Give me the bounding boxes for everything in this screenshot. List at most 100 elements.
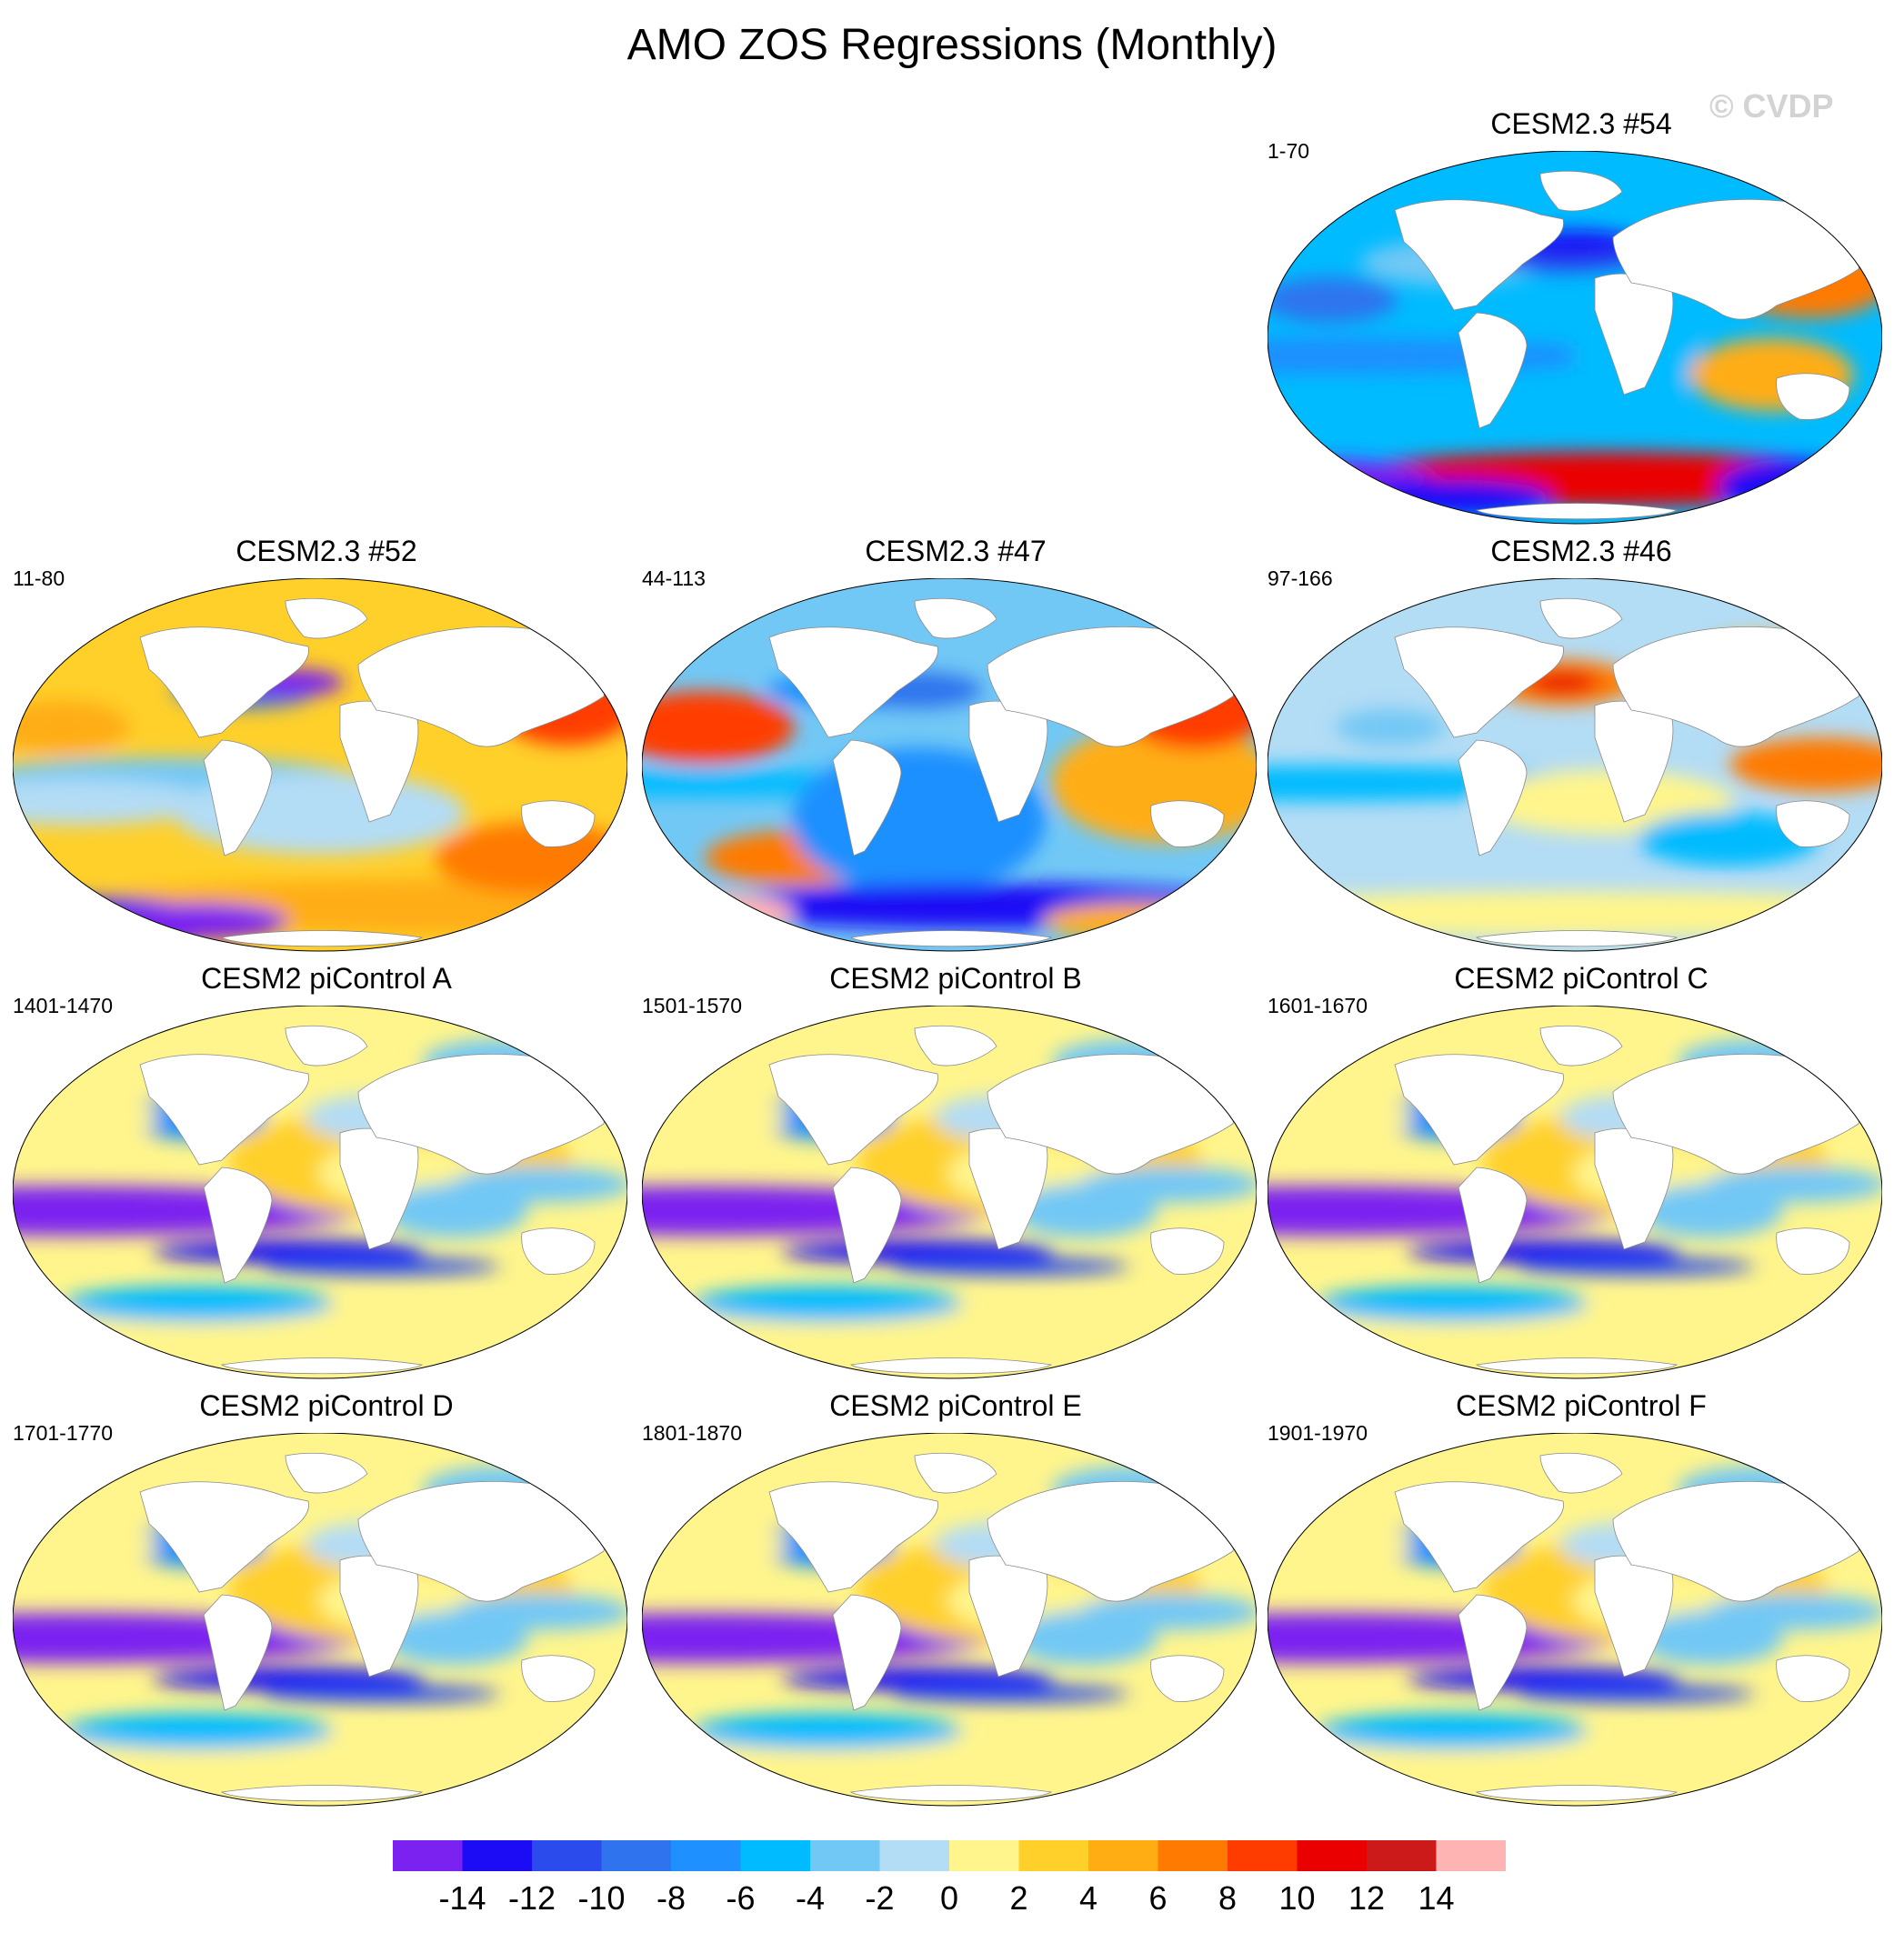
colorbar-tick-label: 0 bbox=[940, 1879, 958, 1917]
map-border bbox=[1268, 1006, 1882, 1379]
anomaly-region bbox=[642, 1306, 1257, 1361]
land-mass bbox=[139, 1054, 309, 1166]
colorbar-box bbox=[393, 1840, 463, 1871]
land-mass bbox=[1475, 930, 1679, 947]
colorbar-box bbox=[601, 1840, 671, 1871]
colorbar-tick-label: -8 bbox=[656, 1879, 686, 1917]
panel-title: CESM2.3 #47 bbox=[865, 535, 1047, 567]
map-panel: CESM2 piControl E 1801-1870 bbox=[642, 1389, 1269, 1808]
land-mass bbox=[1776, 800, 1850, 847]
anomaly-region bbox=[1268, 1733, 1882, 1788]
panel-years: 1501-1570 bbox=[642, 994, 742, 1017]
land-mass bbox=[987, 1054, 1235, 1175]
map-panel: CESM2 piControl A 1401-1470 bbox=[13, 962, 640, 1380]
map-border bbox=[1268, 578, 1882, 952]
anomaly-region bbox=[1315, 1713, 1588, 1749]
map-svg bbox=[13, 578, 627, 952]
land-mass bbox=[1776, 373, 1850, 420]
land-mass bbox=[1394, 199, 1564, 311]
anomaly-region bbox=[14, 1527, 160, 1563]
map-border bbox=[642, 1433, 1257, 1807]
map-panel: CESM2.3 #54 1-70 bbox=[1268, 107, 1895, 526]
anomaly-region bbox=[60, 1713, 334, 1749]
map-border bbox=[642, 578, 1257, 952]
land-mass bbox=[1475, 1357, 1679, 1375]
land-mass bbox=[521, 800, 596, 847]
colorbar-tick-label: 10 bbox=[1278, 1879, 1315, 1917]
colorbar-tick-label: 4 bbox=[1079, 1879, 1097, 1917]
land-mass bbox=[1458, 1167, 1528, 1284]
panel-years: 1-70 bbox=[1268, 139, 1310, 163]
colorbar-box bbox=[1297, 1840, 1367, 1871]
anomaly-region bbox=[1079, 1593, 1257, 1630]
anomaly-region bbox=[1268, 1306, 1882, 1361]
land-mass bbox=[203, 1167, 273, 1284]
panel-years: 1901-1970 bbox=[1268, 1421, 1368, 1445]
colorbar-box bbox=[1228, 1840, 1298, 1871]
land-mass bbox=[203, 1594, 273, 1711]
colorbar-box bbox=[879, 1840, 949, 1871]
map-svg bbox=[642, 1433, 1257, 1807]
land-mass bbox=[832, 739, 902, 856]
map-panel: CESM2.3 #46 97-166 bbox=[1268, 535, 1895, 953]
land-mass bbox=[1612, 199, 1860, 320]
map-border bbox=[1268, 1433, 1882, 1807]
map-svg bbox=[1268, 578, 1882, 952]
colorbar-box bbox=[462, 1840, 532, 1871]
map-panel: CESM2.3 #47 44-113 bbox=[642, 535, 1269, 953]
anomaly-region bbox=[1526, 671, 1599, 695]
colorbar-box bbox=[949, 1840, 1019, 1871]
land-mass bbox=[220, 1357, 424, 1375]
land-mass bbox=[357, 1054, 606, 1175]
panel-title: CESM2 piControl E bbox=[829, 1389, 1082, 1422]
map-svg bbox=[642, 1006, 1257, 1379]
panel-years: 1801-1870 bbox=[642, 1421, 742, 1445]
anomaly-region bbox=[450, 1166, 627, 1203]
map-panel: CESM2 piControl F 1901-1970 bbox=[1268, 1389, 1895, 1808]
land-mass bbox=[1458, 1594, 1528, 1711]
anomaly-region bbox=[1705, 1166, 1882, 1203]
anomaly-region bbox=[1518, 1257, 1755, 1276]
land-mass bbox=[220, 1785, 424, 1802]
colorbar-tick-label: 6 bbox=[1148, 1879, 1167, 1917]
panel-years: 97-166 bbox=[1268, 566, 1333, 590]
anomaly-region bbox=[643, 1099, 789, 1136]
land-mass bbox=[987, 626, 1235, 747]
land-mass bbox=[203, 739, 273, 856]
panel-title: CESM2 piControl D bbox=[199, 1389, 454, 1422]
panel-title: CESM2 piControl F bbox=[1456, 1389, 1707, 1422]
anomaly-region bbox=[1268, 1527, 1415, 1563]
land-mass bbox=[285, 1452, 368, 1494]
panel-title: CESM2 piControl B bbox=[829, 962, 1082, 995]
anomaly-region bbox=[892, 1257, 1129, 1276]
map-panel: CESM2 piControl C 1601-1670 bbox=[1268, 962, 1895, 1380]
land-mass bbox=[1150, 1227, 1225, 1275]
panel-years: 1601-1670 bbox=[1268, 994, 1368, 1017]
anomaly-region bbox=[14, 1099, 160, 1136]
anomaly-region bbox=[13, 779, 211, 825]
land-mass bbox=[1458, 739, 1528, 856]
land-mass bbox=[914, 1025, 997, 1067]
colorbar-box bbox=[1367, 1840, 1437, 1871]
land-mass bbox=[1458, 312, 1528, 429]
panel-title: CESM2.3 #54 bbox=[1490, 107, 1672, 140]
panel-years: 11-80 bbox=[13, 566, 65, 590]
anomaly-region bbox=[1705, 1593, 1882, 1630]
anomaly-region bbox=[1638, 812, 1819, 866]
anomaly-region bbox=[642, 1733, 1257, 1788]
watermark: © CVDP bbox=[1709, 87, 1834, 125]
anomaly-region bbox=[1336, 709, 1446, 746]
land-mass bbox=[914, 597, 997, 639]
panel-title: CESM2.3 #46 bbox=[1490, 535, 1672, 567]
land-mass bbox=[768, 1054, 938, 1166]
land-mass bbox=[1150, 800, 1225, 847]
panel-years: 1401-1470 bbox=[13, 994, 113, 1017]
land-mass bbox=[1539, 597, 1623, 639]
colorbar: -14 -12 -10 -8 -6 -4 -2 0 2 4 6 8 10 12 14 bbox=[393, 1840, 1506, 1917]
colorbar-box bbox=[1088, 1840, 1158, 1871]
map-svg bbox=[1268, 1433, 1882, 1807]
map-svg bbox=[642, 578, 1257, 952]
land-mass bbox=[1612, 626, 1860, 747]
colorbar-tick-label: -12 bbox=[508, 1879, 556, 1917]
anomaly-region bbox=[13, 700, 131, 755]
